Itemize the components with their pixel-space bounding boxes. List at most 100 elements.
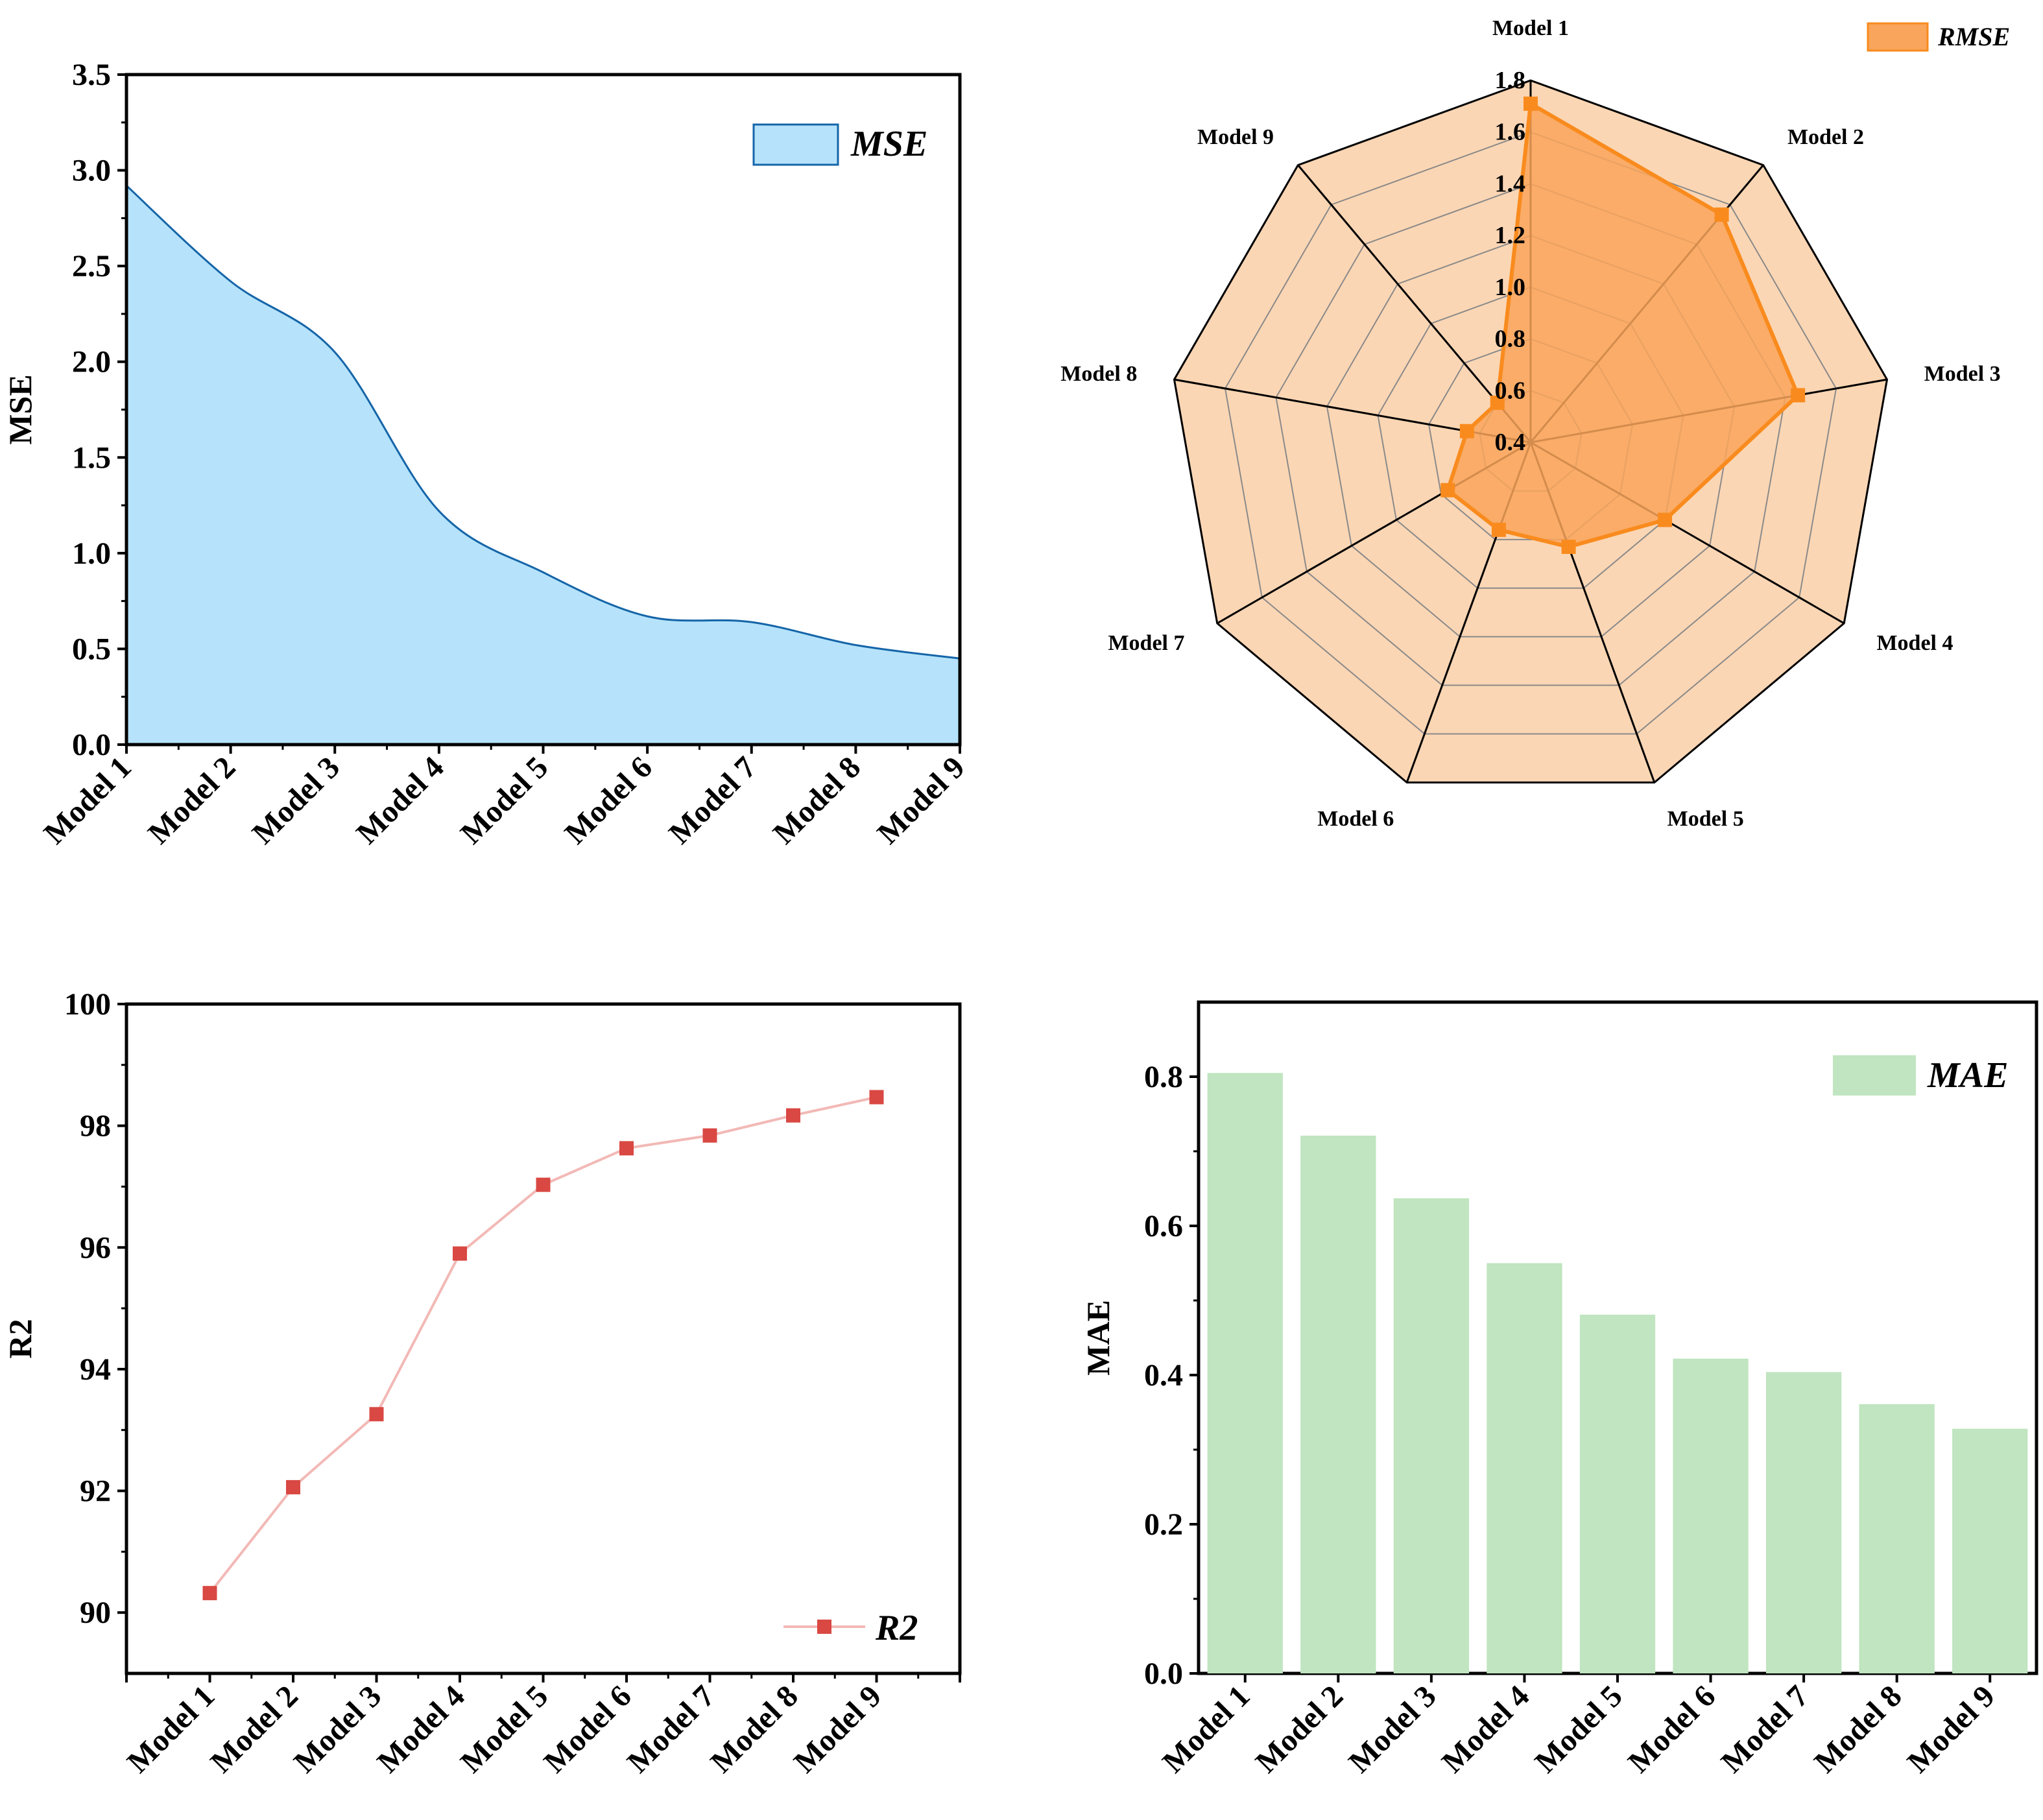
mae-bar (1673, 1358, 1749, 1673)
radar-tick-label: 1.6 (1495, 119, 1526, 146)
r2-marker (202, 1586, 217, 1601)
y-tick-label: 0.5 (72, 632, 111, 666)
legend-swatch (1833, 1055, 1916, 1096)
r2-line (208, 1096, 877, 1594)
radar-category-label: Model 7 (1108, 631, 1184, 655)
rmse-marker (1440, 483, 1455, 497)
radar-category-label: Model 6 (1317, 807, 1394, 831)
radar-category-label: Model 3 (1924, 362, 2001, 386)
legend-label: RMSE (1937, 22, 2010, 51)
radar-category-label: Model 5 (1667, 807, 1744, 831)
y-tick-label: 3.5 (72, 58, 111, 92)
rmse-marker (1523, 96, 1538, 111)
x-tick-label: Model 8 (704, 1679, 804, 1779)
mse-line (125, 185, 961, 660)
r2-marker (786, 1108, 800, 1123)
r2-marker (869, 1090, 884, 1105)
y-axis-label: MSE (2, 374, 38, 444)
mae-bar (1952, 1428, 2028, 1673)
y-tick-label: 96 (80, 1230, 111, 1265)
x-tick-label: Model 4 (370, 1679, 471, 1779)
plot-frame (125, 1002, 962, 1675)
y-tick-label: 0.2 (1144, 1507, 1183, 1542)
y-tick-label: 2.0 (72, 345, 111, 379)
mae-bar (1393, 1198, 1470, 1673)
y-tick-label: 0.0 (72, 728, 111, 762)
y-axis-label: MAE (1080, 1300, 1116, 1376)
radar-tick-label: 0.6 (1495, 377, 1526, 404)
mae-bar (1487, 1263, 1562, 1673)
x-tick-label: Model 1 (37, 750, 137, 850)
y-axis-label: R2 (2, 1319, 38, 1358)
x-tick-label: Model 5 (454, 1679, 555, 1779)
x-tick-label: Model 8 (767, 750, 867, 850)
rmse-marker (1561, 540, 1576, 555)
radar-tick-label: 1.4 (1495, 170, 1526, 197)
rmse-marker (1491, 522, 1506, 537)
x-tick-label: Model 6 (537, 1679, 638, 1779)
legend-marker (817, 1620, 831, 1634)
x-tick-label: Model 9 (1901, 1679, 2001, 1779)
x-tick-label: Model 5 (454, 750, 555, 850)
y-tick-label: 98 (80, 1109, 111, 1143)
x-tick-label: Model 2 (141, 750, 242, 850)
radar-category-label: Model 2 (1787, 125, 1864, 149)
y-tick-label: 92 (80, 1474, 111, 1509)
y-tick-label: 94 (80, 1352, 111, 1387)
radar-category-label: Model 1 (1492, 16, 1569, 40)
r2-marker (453, 1246, 467, 1261)
rmse-marker (1791, 388, 1806, 403)
x-tick-label: Model 9 (870, 750, 971, 850)
r2-marker (369, 1407, 384, 1422)
mae-bar (1765, 1372, 1842, 1673)
mae-bar (1300, 1135, 1376, 1673)
x-tick-label: Model 4 (350, 750, 450, 850)
x-tick-label: Model 9 (787, 1679, 888, 1779)
radar-category-label: Model 9 (1197, 125, 1274, 149)
y-tick-label: 1.0 (72, 536, 111, 571)
legend-label: MAE (1927, 1055, 2009, 1096)
x-tick-label: Model 2 (1249, 1679, 1350, 1779)
legend-label: MSE (850, 124, 927, 164)
r2-marker (619, 1141, 634, 1156)
x-tick-label: Model 3 (287, 1679, 388, 1779)
radar-tick-label: 1.2 (1495, 222, 1526, 249)
rmse-polygon (1445, 100, 1800, 549)
x-tick-label: Model 2 (204, 1679, 304, 1779)
radar-tick-label: 0.4 (1495, 429, 1526, 456)
radar-tick-label: 0.8 (1495, 326, 1526, 353)
y-tick-label: 100 (64, 987, 111, 1022)
x-tick-label: Model 3 (1342, 1679, 1442, 1779)
x-tick-label: Model 4 (1435, 1679, 1536, 1779)
x-tick-label: Model 3 (246, 750, 346, 850)
rmse-marker (1459, 424, 1474, 438)
radar-category-label: Model 4 (1876, 631, 1953, 655)
x-tick-label: Model 7 (662, 750, 763, 850)
y-tick-label: 0.8 (1144, 1060, 1183, 1094)
r2-marker (536, 1177, 551, 1192)
y-tick-label: 0.6 (1144, 1209, 1183, 1243)
legend-swatch (752, 123, 839, 166)
y-tick-label: 0.0 (1144, 1657, 1183, 1691)
rmse-radar-chart: 0.4 0.6 0.8 1.0 1.2 1.4 1.6 1.8 Model 1 Model 2 Mo… (1060, 16, 2010, 831)
radar-tick-label: 1.0 (1495, 274, 1526, 301)
x-tick-label: Model 8 (1808, 1679, 1908, 1779)
x-tick-label: Model 7 (1715, 1679, 1815, 1779)
mae-bar (1859, 1404, 1935, 1673)
x-tick-label: Model 6 (1621, 1679, 1722, 1779)
y-tick-label: 2.5 (72, 249, 111, 283)
x-tick-label: Model 1 (121, 1679, 221, 1779)
rmse-marker (1490, 395, 1505, 410)
radar-tick-label: 1.8 (1495, 67, 1526, 94)
mse-area (126, 186, 960, 745)
y-tick-label: 3.0 (72, 154, 111, 188)
radar-category-label: Model 8 (1060, 362, 1137, 386)
x-tick-label: Model 7 (621, 1679, 721, 1779)
x-tick-label: Model 5 (1528, 1679, 1629, 1779)
y-tick-label: 1.5 (72, 440, 111, 475)
x-tick-label: Model 1 (1156, 1679, 1256, 1779)
